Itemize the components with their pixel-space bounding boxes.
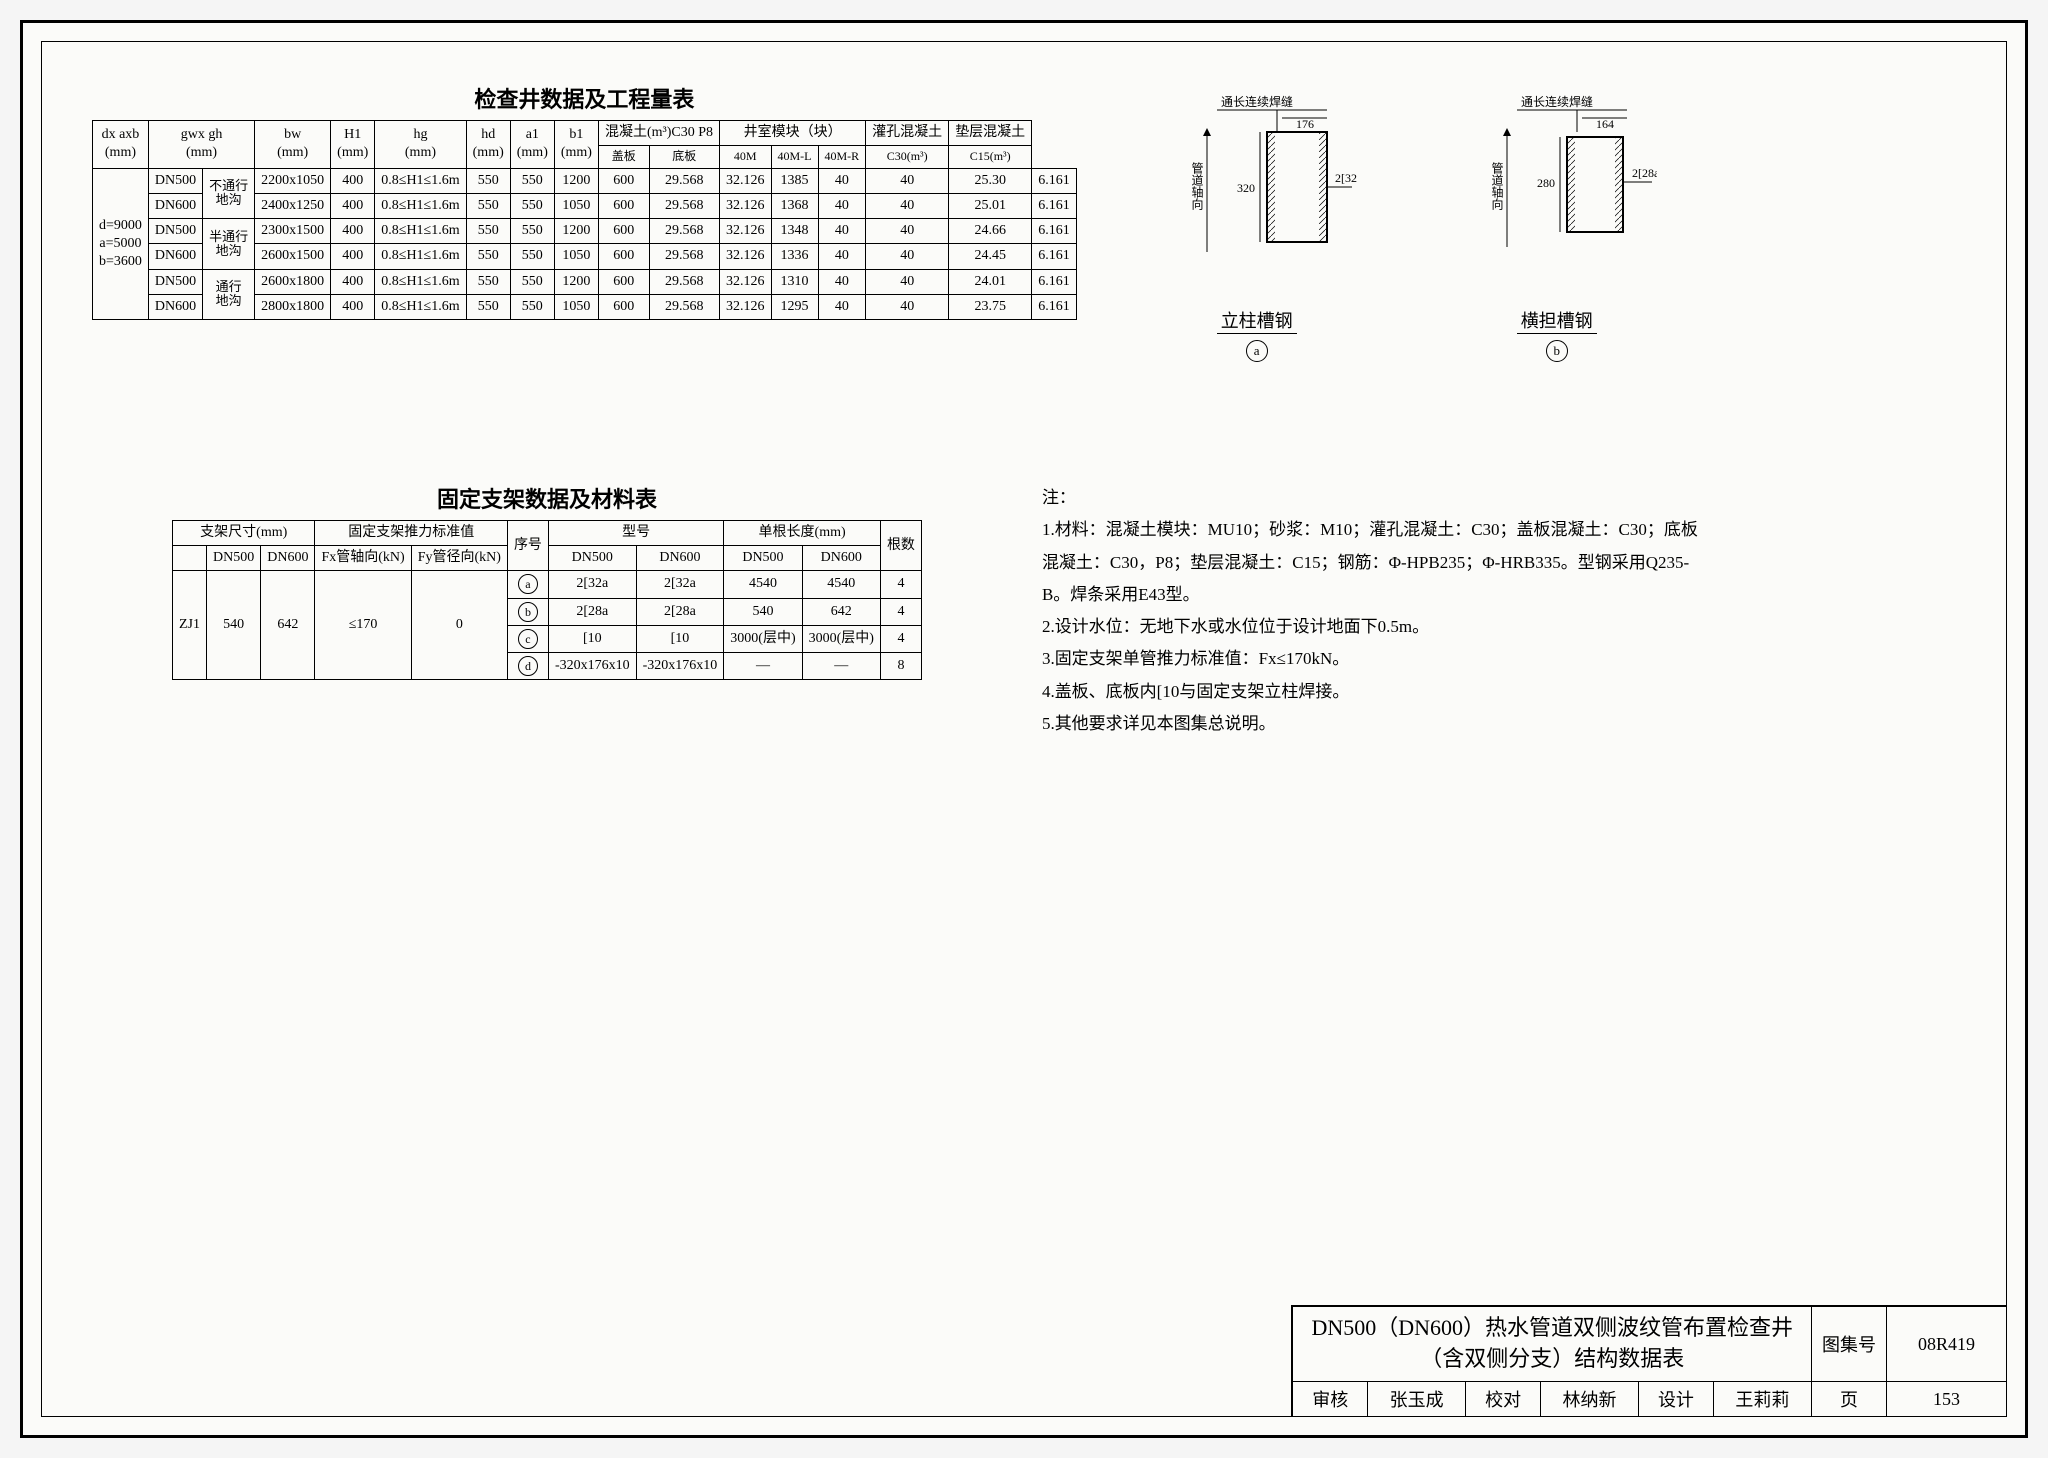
note-item: 2.设计水位：无地下水或水位位于设计地面下0.5m。 (1042, 611, 1702, 643)
page-label: 页 (1812, 1382, 1887, 1417)
diag-a-letter: a (1246, 340, 1268, 362)
svg-text:164: 164 (1596, 117, 1614, 131)
table1-wrap: 检查井数据及工程量表 dx axb (mm)gwx gh (mm)bw (mm)… (92, 82, 1077, 320)
notes-block: 注： 1.材料：混凝土模块：MU10；砂浆：M10；灌孔混凝土：C30；盖板混凝… (1042, 482, 1702, 740)
dim-w-a: 176 (1296, 117, 1314, 131)
page-value: 153 (1887, 1382, 2007, 1417)
notes-list: 1.材料：混凝土模块：MU10；砂浆：M10；灌孔混凝土：C30；盖板混凝土：C… (1042, 514, 1702, 740)
drawing-sheet: 检查井数据及工程量表 dx axb (mm)gwx gh (mm)bw (mm)… (20, 20, 2028, 1438)
设计-value: 王莉莉 (1713, 1382, 1811, 1417)
table2-wrap: 固定支架数据及材料表 支架尺寸(mm)固定支架推力标准值序号型号单根长度(mm)… (172, 482, 922, 680)
drawing-title: DN500（DN600）热水管道双侧波纹管布置检查井 （含双侧分支）结构数据表 (1293, 1307, 1812, 1382)
note-item: 5.其他要求详见本图集总说明。 (1042, 708, 1702, 740)
weld-label-a: 通长连续焊缝 (1221, 94, 1293, 109)
tuji-label: 图集号 (1812, 1307, 1887, 1382)
diagrams-block: 通长连续焊缝 176 320 2[32a (1157, 92, 1657, 362)
dim-h-a: 320 (1237, 181, 1255, 195)
diag-b-caption: 横担槽钢 (1517, 307, 1597, 334)
审核-value: 张玉成 (1368, 1382, 1466, 1417)
note-item: 3.固定支架单管推力标准值：Fx≤170kN。 (1042, 643, 1702, 675)
设计-label: 设计 (1639, 1382, 1714, 1417)
table2-title: 固定支架数据及材料表 (172, 482, 922, 514)
table-row: ZJ1540642≤1700a2[32a2[32a454045404 (173, 571, 922, 598)
svg-text:通长连续焊缝: 通长连续焊缝 (1521, 94, 1593, 109)
svg-text:280: 280 (1537, 176, 1555, 190)
support-data-table: 支架尺寸(mm)固定支架推力标准值序号型号单根长度(mm)根数DN500DN60… (172, 520, 922, 680)
notes-header: 注： (1042, 482, 1702, 514)
note-item: 4.盖板、底板内[10与固定支架立柱焊接。 (1042, 676, 1702, 708)
channel-steel-b-svg: 通长连续焊缝 164 280 2[28a 管道轴向 (1457, 92, 1657, 292)
title-block-table: DN500（DN600）热水管道双侧波纹管布置检查井 （含双侧分支）结构数据表 … (1292, 1306, 2007, 1417)
table-row: DN500半通行地沟2300x15004000.8≤H1≤1.6m5505501… (93, 219, 1077, 244)
middle-block: 固定支架数据及材料表 支架尺寸(mm)固定支架推力标准值序号型号单根长度(mm)… (92, 482, 1956, 740)
inspection-well-table: dx axb (mm)gwx gh (mm)bw (mm)H1 (mm)hg (… (92, 120, 1077, 320)
diagram-b: 通长连续焊缝 164 280 2[28a 管道轴向 (1457, 92, 1657, 362)
table1-title: 检查井数据及工程量表 (92, 82, 1077, 114)
channel-steel-a-svg: 通长连续焊缝 176 320 2[32a (1157, 92, 1357, 292)
svg-text:管道轴向: 管道轴向 (1190, 161, 1204, 210)
svg-text:管道轴向: 管道轴向 (1490, 161, 1504, 210)
title-block: DN500（DN600）热水管道双侧波纹管布置检查井 （含双侧分支）结构数据表 … (1291, 1305, 2007, 1417)
审核-label: 审核 (1293, 1382, 1368, 1417)
diagram-a: 通长连续焊缝 176 320 2[32a (1157, 92, 1357, 362)
spec-a: 2[32a (1335, 171, 1357, 185)
校对-value: 林纳新 (1540, 1382, 1638, 1417)
svg-text:2[28a: 2[28a (1632, 166, 1657, 180)
校对-label: 校对 (1466, 1382, 1541, 1417)
note-item: 1.材料：混凝土模块：MU10；砂浆：M10；灌孔混凝土：C30；盖板混凝土：C… (1042, 514, 1702, 611)
table-row: d=9000 a=5000 b=3600DN500不通行地沟2200x10504… (93, 168, 1077, 193)
inner-frame: 检查井数据及工程量表 dx axb (mm)gwx gh (mm)bw (mm)… (41, 41, 2007, 1417)
tuji-value: 08R419 (1887, 1307, 2007, 1382)
table-row: DN500通行地沟2600x18004000.8≤H1≤1.6m55055012… (93, 269, 1077, 294)
diag-a-caption: 立柱槽钢 (1217, 307, 1297, 334)
top-block: 检查井数据及工程量表 dx axb (mm)gwx gh (mm)bw (mm)… (92, 82, 1956, 362)
diag-b-letter: b (1546, 340, 1568, 362)
